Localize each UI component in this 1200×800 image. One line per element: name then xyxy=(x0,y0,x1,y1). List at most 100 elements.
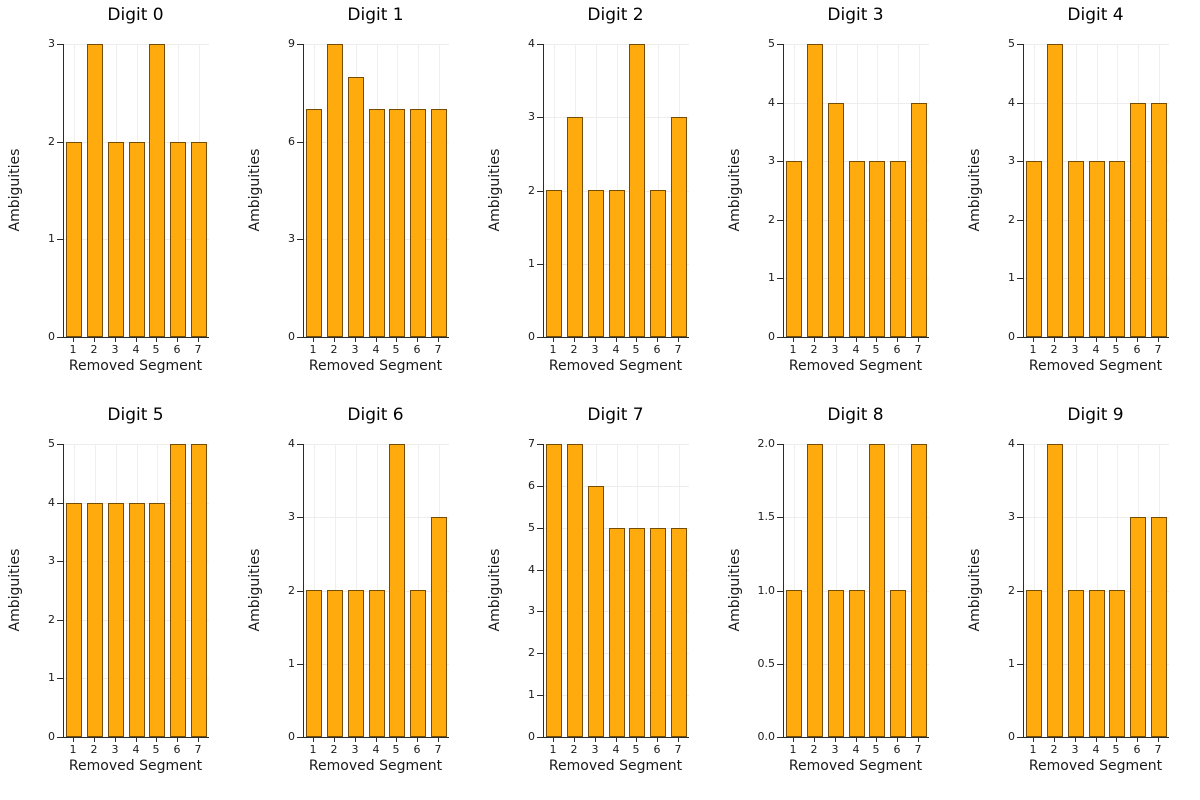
y-tick-label: 4 xyxy=(1008,437,1015,450)
y-tick-mark xyxy=(57,142,63,143)
bar-segment-4 xyxy=(1089,590,1105,737)
y-tick-mark xyxy=(57,337,63,338)
x-tick-label: 2 xyxy=(330,743,338,756)
bar-segment-4 xyxy=(369,109,385,337)
bar-segment-7 xyxy=(191,142,207,337)
x-tick-mark xyxy=(657,338,658,342)
x-tick-label: 1 xyxy=(1029,743,1037,756)
x-tick-mark xyxy=(198,338,199,342)
bar-segment-4 xyxy=(609,528,625,737)
gridline-horizontal xyxy=(1024,103,1169,104)
y-tick-label: 9 xyxy=(288,37,295,50)
x-tick-mark xyxy=(1158,338,1159,342)
x-tick-mark xyxy=(156,738,157,742)
x-tick-mark xyxy=(115,338,116,342)
x-tick-label: 5 xyxy=(632,343,640,356)
x-tick-label: 6 xyxy=(1133,343,1141,356)
y-tick-label: 3 xyxy=(1008,154,1015,167)
bar-segment-2 xyxy=(327,590,343,737)
x-tick-mark xyxy=(334,738,335,742)
y-tick-label: 1.5 xyxy=(757,510,776,523)
x-tick-label: 5 xyxy=(392,343,400,356)
bar-segment-3 xyxy=(1068,590,1084,737)
y-tick-label: 5 xyxy=(1008,37,1015,50)
x-tick-mark xyxy=(1137,738,1138,742)
y-tick-label: 0 xyxy=(288,730,295,743)
bar-segment-4 xyxy=(369,590,385,737)
y-tick-label: 4 xyxy=(528,37,535,50)
x-tick-label: 3 xyxy=(591,743,599,756)
x-tick-mark xyxy=(438,338,439,342)
x-tick-mark xyxy=(897,338,898,342)
y-tick-label: 0 xyxy=(1008,730,1015,743)
y-tick-mark xyxy=(297,591,303,592)
y-tick-label: 0 xyxy=(528,730,535,743)
x-tick-label: 5 xyxy=(632,743,640,756)
x-axis-label: Removed Segment xyxy=(308,358,443,374)
x-tick-label: 1 xyxy=(549,743,557,756)
x-tick-mark xyxy=(1137,338,1138,342)
bar-segment-3 xyxy=(108,503,124,737)
plot-area xyxy=(783,444,929,738)
x-tick-mark xyxy=(1033,338,1034,342)
y-tick-label: 3 xyxy=(288,510,295,523)
bar-segment-1 xyxy=(786,590,802,737)
bar-segment-5 xyxy=(1109,161,1125,337)
y-tick-label: 3 xyxy=(48,37,55,50)
bar-segment-2 xyxy=(1047,444,1063,737)
y-tick-mark xyxy=(297,444,303,445)
x-tick-mark xyxy=(1075,338,1076,342)
y-tick-mark xyxy=(537,653,543,654)
x-tick-label: 6 xyxy=(653,343,661,356)
x-tick-label: 7 xyxy=(434,743,442,756)
y-tick-mark xyxy=(57,620,63,621)
y-tick-label: 0 xyxy=(528,330,535,343)
bar-segment-6 xyxy=(650,528,666,737)
y-tick-mark xyxy=(537,486,543,487)
bar-segment-5 xyxy=(869,161,885,337)
x-tick-mark xyxy=(313,738,314,742)
x-tick-mark xyxy=(1158,738,1159,742)
x-tick-mark xyxy=(417,338,418,342)
y-tick-label: 1 xyxy=(768,271,775,284)
x-tick-label: 2 xyxy=(90,343,98,356)
bar-segment-1 xyxy=(66,142,82,337)
x-tick-mark xyxy=(814,338,815,342)
x-tick-label: 3 xyxy=(1071,343,1079,356)
x-axis-label: Removed Segment xyxy=(788,358,923,374)
bar-segment-4 xyxy=(849,590,865,737)
x-tick-label: 7 xyxy=(1154,743,1162,756)
bar-segment-5 xyxy=(869,444,885,737)
x-tick-mark xyxy=(574,338,575,342)
y-tick-label: 1 xyxy=(48,232,55,245)
bar-segment-1 xyxy=(66,503,82,737)
plot-area xyxy=(783,44,929,338)
y-tick-label: 5 xyxy=(768,37,775,50)
bar-segment-3 xyxy=(348,77,364,337)
gridline-horizontal xyxy=(64,44,209,45)
x-tick-label: 4 xyxy=(1092,343,1100,356)
y-tick-label: 3 xyxy=(528,110,535,123)
y-tick-mark xyxy=(57,239,63,240)
y-tick-mark xyxy=(57,737,63,738)
y-tick-mark xyxy=(537,695,543,696)
plot-area xyxy=(63,44,209,338)
x-tick-label: 4 xyxy=(612,743,620,756)
x-tick-mark xyxy=(73,738,74,742)
x-tick-label: 4 xyxy=(852,343,860,356)
x-tick-mark xyxy=(574,738,575,742)
y-tick-mark xyxy=(1017,591,1023,592)
x-tick-mark xyxy=(657,738,658,742)
plot-area xyxy=(1023,44,1169,338)
x-tick-label: 1 xyxy=(789,343,797,356)
y-tick-mark xyxy=(777,444,783,445)
x-tick-label: 5 xyxy=(1112,743,1120,756)
x-tick-mark xyxy=(616,738,617,742)
y-tick-label: 0 xyxy=(48,330,55,343)
x-tick-label: 2 xyxy=(570,743,578,756)
x-tick-label: 3 xyxy=(111,743,119,756)
x-tick-label: 2 xyxy=(330,343,338,356)
y-tick-mark xyxy=(777,517,783,518)
